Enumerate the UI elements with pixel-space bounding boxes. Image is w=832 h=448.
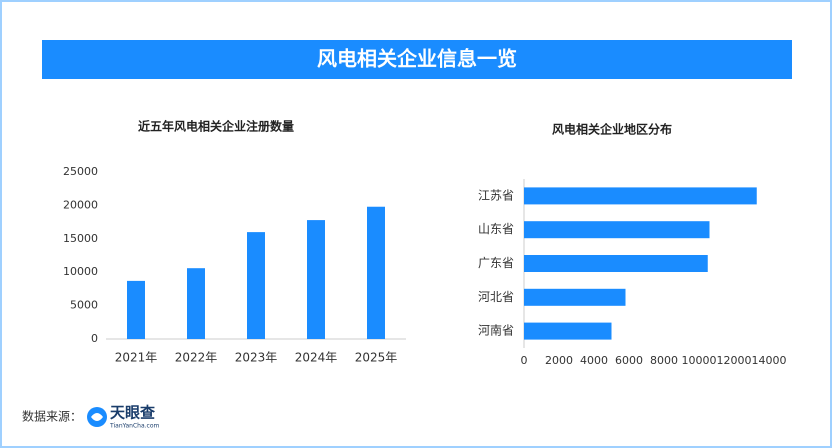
y-tick-label: 25000 bbox=[63, 165, 98, 178]
bar bbox=[524, 221, 710, 239]
y-tick-label: 山东省 bbox=[478, 222, 514, 236]
chart-title: 风电相关企业地区分布 bbox=[552, 122, 672, 137]
bar bbox=[187, 268, 205, 339]
bar bbox=[524, 322, 612, 340]
x-tick-label: 2025年 bbox=[355, 351, 398, 365]
chart-title: 近五年风电相关企业注册数量 bbox=[138, 119, 294, 134]
y-tick-label: 15000 bbox=[63, 232, 98, 245]
x-tick-label: 14000 bbox=[752, 354, 787, 367]
x-tick-label: 2024年 bbox=[295, 351, 338, 365]
y-tick-label: 江苏省 bbox=[478, 188, 514, 202]
x-tick-label: 0 bbox=[521, 354, 528, 367]
y-tick-label: 河北省 bbox=[478, 290, 514, 304]
logo-eye bbox=[91, 413, 103, 421]
bar bbox=[524, 187, 757, 205]
bar bbox=[367, 206, 385, 339]
x-tick-label: 10000 bbox=[682, 354, 717, 367]
x-tick-label: 2021年 bbox=[115, 351, 158, 365]
x-tick-label: 2000 bbox=[545, 354, 573, 367]
bar bbox=[524, 288, 626, 306]
y-tick-label: 0 bbox=[91, 332, 98, 345]
source-label: 数据来源： bbox=[22, 409, 82, 424]
bar bbox=[307, 220, 325, 339]
x-tick-label: 6000 bbox=[615, 354, 643, 367]
logo-brand: 天眼查 bbox=[110, 404, 156, 422]
bar bbox=[247, 232, 265, 339]
header-title: 风电相关企业信息一览 bbox=[317, 47, 517, 71]
y-tick-label: 河南省 bbox=[478, 323, 514, 338]
x-tick-label: 8000 bbox=[650, 354, 678, 367]
x-tick-label: 2022年 bbox=[175, 351, 218, 365]
bar bbox=[127, 280, 145, 339]
x-tick-label: 12000 bbox=[717, 354, 752, 367]
y-tick-label: 广东省 bbox=[478, 256, 514, 270]
x-tick-label: 2023年 bbox=[235, 351, 278, 365]
logo-domain: TianYanCha.com bbox=[109, 423, 159, 430]
y-tick-label: 20000 bbox=[63, 198, 98, 211]
y-tick-label: 10000 bbox=[63, 265, 98, 278]
y-tick-label: 5000 bbox=[70, 299, 98, 312]
x-tick-label: 4000 bbox=[580, 354, 608, 367]
header-bar bbox=[42, 40, 792, 79]
bar bbox=[524, 255, 708, 272]
